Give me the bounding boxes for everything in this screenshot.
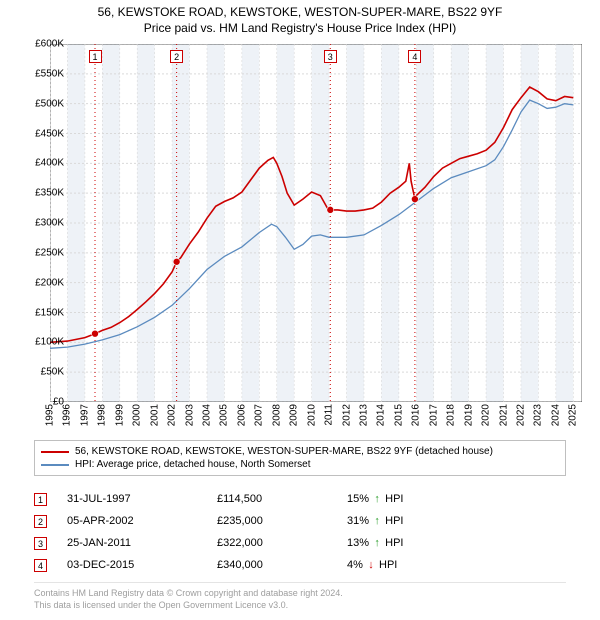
footer-line-1: Contains HM Land Registry data © Crown c… [34,587,566,599]
sale-row-marker: 2 [34,515,47,528]
y-tick-label: £600K [20,39,64,50]
figure-root: 56, KEWSTOKE ROAD, KEWSTOKE, WESTON-SUPE… [0,0,600,620]
x-tick-label: 1999 [114,404,125,426]
legend-label-property: 56, KEWSTOKE ROAD, KEWSTOKE, WESTON-SUPE… [75,446,493,457]
x-tick-label: 2004 [201,404,212,426]
y-tick-label: £450K [20,128,64,139]
footer: Contains HM Land Registry data © Crown c… [34,582,566,611]
x-tick-label: 2016 [411,404,422,426]
sale-date: 31-JUL-1997 [67,493,217,505]
sale-row-marker: 1 [34,493,47,506]
sale-delta: 4% ↓ HPI [347,559,467,571]
sale-price: £340,000 [217,559,347,571]
x-tick-label: 2017 [428,404,439,426]
sale-marker-4: 4 [408,50,421,63]
y-tick-label: £100K [20,337,64,348]
y-tick-label: £50K [20,367,64,378]
line-chart [50,44,582,402]
sale-date: 05-APR-2002 [67,515,217,527]
x-tick-label: 2023 [533,404,544,426]
y-tick-label: £0 [20,397,64,408]
sale-price: £114,500 [217,493,347,505]
x-tick-label: 2002 [167,404,178,426]
title-block: 56, KEWSTOKE ROAD, KEWSTOKE, WESTON-SUPE… [0,0,600,36]
x-tick-label: 2011 [324,404,335,426]
title-line-2: Price paid vs. HM Land Registry's House … [0,20,600,36]
x-tick-label: 1996 [62,404,73,426]
sale-date: 25-JAN-2011 [67,537,217,549]
x-tick-label: 2021 [498,404,509,426]
sale-date: 03-DEC-2015 [67,559,217,571]
delta-arrow-icon: ↑ [372,493,382,505]
x-tick-label: 2005 [219,404,230,426]
sale-row-marker: 4 [34,559,47,572]
sale-row: 2 05-APR-2002£235,00031% ↑ HPI [34,510,566,532]
delta-arrow-icon: ↑ [372,515,382,527]
title-line-1: 56, KEWSTOKE ROAD, KEWSTOKE, WESTON-SUPE… [0,4,600,20]
x-tick-label: 2012 [341,404,352,426]
x-tick-label: 2009 [289,404,300,426]
sale-marker-3: 3 [324,50,337,63]
x-tick-label: 2000 [132,404,143,426]
y-tick-label: £250K [20,247,64,258]
y-tick-label: £400K [20,158,64,169]
legend-row-hpi: HPI: Average price, detached house, Nort… [41,458,559,471]
sale-row: 1 31-JUL-1997£114,50015% ↑ HPI [34,488,566,510]
y-tick-label: £500K [20,98,64,109]
legend-row-property: 56, KEWSTOKE ROAD, KEWSTOKE, WESTON-SUPE… [41,445,559,458]
x-tick-label: 2024 [550,404,561,426]
x-tick-label: 2015 [393,404,404,426]
delta-arrow-icon: ↓ [366,559,376,571]
y-tick-label: £350K [20,188,64,199]
sales-table: 1 31-JUL-1997£114,50015% ↑ HPI 2 05-APR-200… [34,488,566,576]
x-tick-label: 2025 [568,404,579,426]
sale-delta: 31% ↑ HPI [347,515,467,527]
y-tick-label: £150K [20,307,64,318]
x-tick-label: 2010 [306,404,317,426]
y-tick-label: £300K [20,218,64,229]
sale-price: £322,000 [217,537,347,549]
delta-arrow-icon: ↑ [372,537,382,549]
x-tick-label: 2018 [446,404,457,426]
sale-delta: 15% ↑ HPI [347,493,467,505]
y-tick-label: £200K [20,277,64,288]
sale-row: 3 25-JAN-2011£322,00013% ↑ HPI [34,532,566,554]
x-tick-label: 2020 [481,404,492,426]
x-tick-label: 1997 [79,404,90,426]
footer-line-2: This data is licensed under the Open Gov… [34,599,566,611]
x-tick-label: 2019 [463,404,474,426]
x-tick-label: 2008 [271,404,282,426]
x-tick-label: 2006 [236,404,247,426]
x-tick-label: 1998 [97,404,108,426]
legend-swatch-property [41,451,69,453]
x-tick-label: 1995 [45,404,56,426]
sale-row-marker: 3 [34,537,47,550]
sale-marker-2: 2 [170,50,183,63]
sale-delta: 13% ↑ HPI [347,537,467,549]
x-tick-label: 2014 [376,404,387,426]
sale-price: £235,000 [217,515,347,527]
x-tick-label: 2022 [515,404,526,426]
chart-area: 1 2 3 4 [50,44,582,402]
legend-swatch-hpi [41,464,69,466]
sale-row: 4 03-DEC-2015£340,0004% ↓ HPI [34,554,566,576]
legend-label-hpi: HPI: Average price, detached house, Nort… [75,459,311,470]
sale-marker-1: 1 [89,50,102,63]
x-tick-label: 2007 [254,404,265,426]
x-tick-label: 2001 [149,404,160,426]
x-tick-label: 2003 [184,404,195,426]
x-tick-label: 2013 [358,404,369,426]
y-tick-label: £550K [20,68,64,79]
legend-box: 56, KEWSTOKE ROAD, KEWSTOKE, WESTON-SUPE… [34,440,566,476]
